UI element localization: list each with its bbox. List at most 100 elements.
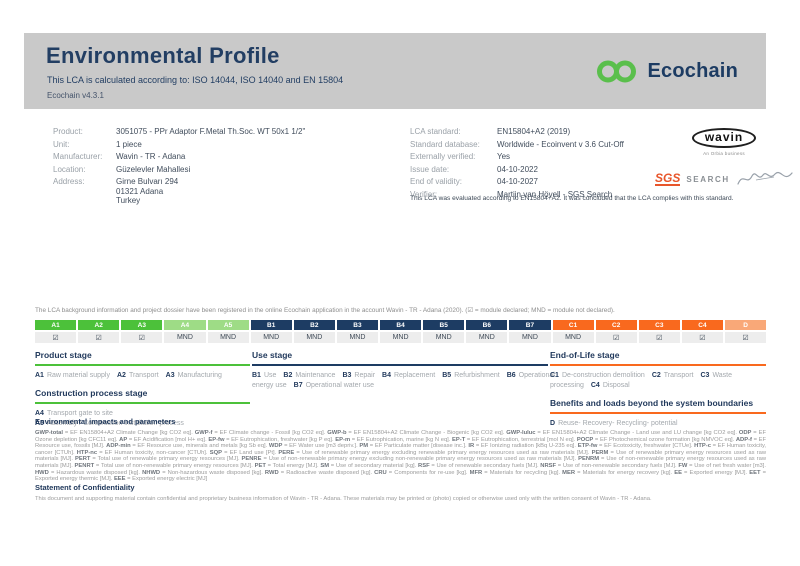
- stage-item-label: Raw material supply: [46, 372, 110, 379]
- benefits-items: D Reuse- Recovery- Recycling- potential: [550, 419, 766, 429]
- impacts-heading: Environmental impacts and parameters: [35, 417, 176, 426]
- stage-item-label: Maintenance: [295, 372, 336, 379]
- module-status-cell: MND: [466, 332, 508, 343]
- product-stage-heading: Product stage: [35, 350, 250, 366]
- info-label: Product:: [53, 127, 83, 136]
- module-cell: D: [725, 320, 767, 330]
- stage-item: B4 Replacement: [382, 372, 435, 379]
- module-status-row: ☑ ☑ ☑ MND MND MND MND MND MND MND MND MND MND ☑ ☑ ☑ ☑: [35, 332, 767, 343]
- stage-item-label: Refurbishment: [454, 372, 500, 379]
- info-value: Girne Bulvarı 294 01321 Adana Turkey: [116, 177, 179, 205]
- info-label: Manufacturer:: [53, 152, 103, 161]
- stage-item-code: C4: [590, 382, 600, 389]
- module-status-cell: ☑: [681, 332, 723, 343]
- info-value: 3051075 - PPr Adaptor F.Metal Th.Soc. WT…: [116, 127, 306, 136]
- module-status-cell: MND: [207, 332, 249, 343]
- stage-item-label: Assembly / Construction installation pro…: [46, 420, 184, 427]
- info-row: Externally verified: Yes: [410, 152, 710, 162]
- stage-item-code: B4: [382, 372, 391, 379]
- stage-item: A4 Transport gate to site: [35, 409, 250, 419]
- infinity-loop-icon: [597, 60, 637, 83]
- page-title: Environmental Profile: [46, 43, 280, 68]
- module-bar: A1 A2 A3 A4 A5 B1 B2 B3 B4 B5 B6 B7 C1 C2 C3 C4 D: [35, 320, 767, 330]
- stage-item-label: Disposal: [602, 382, 630, 389]
- stage-item-code: C1: [550, 372, 559, 379]
- info-value: Yes: [497, 152, 511, 161]
- module-status-cell: ☑: [35, 332, 77, 343]
- info-row: Product: 3051075 - PPr Adaptor F.Metal T…: [53, 127, 383, 137]
- confidentiality-heading: Statement of Confidentiality: [35, 483, 135, 492]
- stage-item-label: Use: [263, 372, 277, 379]
- stage-item-code: B5: [442, 372, 452, 379]
- stage-item-code: C2: [651, 372, 661, 379]
- stage-item-code: A4: [35, 410, 44, 417]
- stage-item: C4 Disposal: [591, 382, 630, 389]
- stage-item: C1 De-construction demolition: [550, 372, 645, 379]
- module-status-cell: MND: [250, 332, 292, 343]
- stage-item-label: Repair: [354, 372, 376, 379]
- module-cell: B3: [336, 320, 378, 330]
- header-subtitle: This LCA is calculated according to: ISO…: [47, 75, 344, 85]
- info-label: Issue date:: [410, 164, 450, 174]
- stage-item-label: Operational water use: [305, 382, 375, 389]
- stage-item: C2 Transport: [652, 372, 694, 379]
- stage-item-label: Transport: [128, 372, 159, 379]
- stage-item-label: Transport: [663, 372, 694, 379]
- impacts-definitions: GWP-total = EF EN15804+A2 Climate Change…: [35, 430, 767, 483]
- wavin-logo: wavin An Orbia business: [692, 128, 756, 156]
- info-label: Location:: [53, 164, 86, 174]
- product-stage-column: Product stage A1 Raw material supply A2 Tra…: [35, 350, 250, 429]
- info-row: Standard database: Worldwide - Ecoinvent…: [410, 140, 710, 150]
- stage-item-code: A3: [165, 372, 175, 379]
- stage-item: D Reuse- Recovery- Recycling- potential: [550, 420, 678, 427]
- stage-item-label: Operational energy use: [252, 372, 555, 389]
- module-status-cell: MND: [293, 332, 335, 343]
- module-status-cell: MND: [164, 332, 206, 343]
- stage-item-label: Transport gate to site: [46, 410, 113, 417]
- module-cell: C4: [681, 320, 723, 330]
- module-cell: B7: [509, 320, 551, 330]
- module-cell: A5: [207, 320, 249, 330]
- info-label: Unit:: [53, 139, 70, 149]
- module-cell: B4: [380, 320, 422, 330]
- module-cell: A4: [164, 320, 206, 330]
- end-of-life-items: C1 De-construction demolition C2 Transport C…: [550, 371, 766, 391]
- info-value: Worldwide - Ecoinvent v 3.6 Cut-Off: [497, 139, 624, 149]
- product-info-list: Product: 3051075 - PPr Adaptor F.Metal T…: [53, 127, 383, 209]
- info-row: Unit: 1 piece: [53, 140, 383, 150]
- use-stage-items: B1 Use B2 Maintenance B3 Repair B4 Replacement B…: [252, 371, 555, 391]
- info-row: Issue date: 04-10-2022: [410, 165, 710, 175]
- evaluation-note: This LCA was evaluated according to EN15…: [410, 195, 734, 202]
- info-label: Verifier:: [410, 189, 438, 199]
- module-status-cell: ☑: [638, 332, 680, 343]
- info-value: 04-10-2022: [497, 164, 538, 174]
- stage-item-label: Replacement: [393, 372, 436, 379]
- module-cell: B2: [293, 320, 335, 330]
- info-label: Address:: [53, 177, 85, 186]
- stage-item-code: A2: [116, 372, 126, 379]
- stage-item-code: A5: [35, 420, 44, 427]
- stage-item-code: B2: [283, 372, 293, 379]
- module-cell: A3: [121, 320, 163, 330]
- module-cell: B5: [423, 320, 465, 330]
- info-label: End of validity:: [410, 177, 463, 186]
- stage-item-code: D: [550, 420, 556, 427]
- module-status-cell: ☑: [78, 332, 120, 343]
- use-stage-heading: Use stage: [252, 350, 548, 366]
- module-status-cell: ☑: [725, 332, 767, 343]
- info-value: 04-10-2027: [497, 177, 538, 186]
- stage-item: B1 Use: [252, 372, 276, 379]
- info-row: Manufacturer: Wavin - TR - Adana: [53, 152, 383, 162]
- stage-item: A1 Raw material supply: [35, 372, 110, 379]
- info-label: LCA standard:: [410, 127, 461, 136]
- stage-item: B3 Repair: [342, 372, 375, 379]
- stage-item-code: A1: [35, 372, 44, 379]
- app-version: Ecochain v4.3.1: [47, 91, 104, 100]
- stage-item-code: B1: [252, 372, 261, 379]
- module-cell: C1: [552, 320, 594, 330]
- search-logo-text: SEARCH: [686, 174, 730, 184]
- product-stage-items: A1 Raw material supply A2 Transport A3 Manufa…: [35, 371, 250, 381]
- benefits-heading: Benefits and loads beyond the system bou…: [550, 398, 766, 414]
- stage-item: B6 Operational energy use: [252, 372, 555, 389]
